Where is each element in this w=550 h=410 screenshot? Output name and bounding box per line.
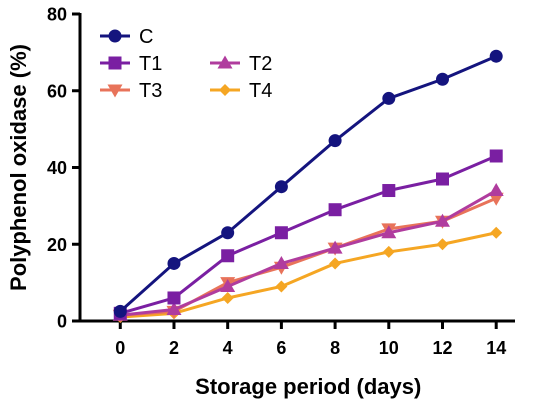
data-point bbox=[489, 49, 503, 63]
x-tick-label: 12 bbox=[432, 338, 452, 358]
data-point bbox=[328, 134, 342, 148]
x-tick-label: 10 bbox=[379, 338, 399, 358]
series-layer bbox=[112, 49, 504, 324]
x-tick-label: 0 bbox=[115, 338, 125, 358]
x-tick-label: 6 bbox=[276, 338, 286, 358]
data-point bbox=[220, 278, 236, 292]
data-point bbox=[382, 91, 396, 105]
x-ticks: 0 2 4 6 8 10 12 14 bbox=[115, 321, 506, 358]
data-point bbox=[166, 301, 182, 315]
legend-marker bbox=[219, 84, 231, 96]
y-axis-title: Polyphenol oxidase (%) bbox=[6, 44, 31, 291]
legend-label: C bbox=[139, 26, 153, 48]
series-c bbox=[113, 49, 503, 318]
data-point bbox=[274, 226, 288, 240]
y-ticks: 0 20 40 60 80 bbox=[47, 5, 80, 332]
legend-marker bbox=[108, 29, 122, 43]
legend-marker bbox=[107, 84, 123, 98]
data-point bbox=[327, 240, 343, 254]
legend: C T1 T2 T3 T4 bbox=[100, 26, 272, 102]
series-line bbox=[120, 231, 497, 319]
legend-item-t4: T4 bbox=[210, 80, 272, 102]
legend-label: T2 bbox=[249, 53, 272, 75]
legend-label: T4 bbox=[249, 80, 272, 102]
data-point bbox=[167, 256, 181, 270]
data-point bbox=[221, 249, 235, 263]
legend-item-c: C bbox=[100, 26, 153, 48]
data-point bbox=[435, 213, 450, 227]
data-point bbox=[113, 304, 127, 318]
series-t1 bbox=[113, 149, 503, 320]
data-point bbox=[489, 149, 503, 163]
x-tick-label: 2 bbox=[169, 338, 179, 358]
data-point bbox=[221, 291, 234, 304]
data-point bbox=[328, 203, 342, 217]
x-tick-label: 14 bbox=[486, 338, 506, 358]
data-point bbox=[436, 172, 449, 186]
data-point bbox=[488, 183, 504, 197]
series-line bbox=[120, 189, 497, 317]
y-tick-label: 0 bbox=[57, 312, 67, 332]
data-point bbox=[382, 184, 396, 198]
data-point bbox=[490, 226, 503, 239]
axes: 0 20 40 60 80 0 2 4 6 8 10 12 14 bbox=[47, 5, 515, 358]
legend-item-t2: T2 bbox=[210, 53, 272, 75]
data-point bbox=[273, 255, 289, 269]
data-point bbox=[275, 280, 288, 293]
data-point bbox=[167, 291, 181, 305]
legend-item-t3: T3 bbox=[100, 80, 162, 102]
data-point bbox=[381, 225, 397, 239]
y-tick-label: 40 bbox=[47, 158, 67, 178]
data-point bbox=[221, 226, 235, 240]
legend-item-t1: T1 bbox=[100, 53, 162, 75]
legend-marker bbox=[217, 55, 233, 69]
y-tick-label: 20 bbox=[47, 235, 67, 255]
legend-label: T1 bbox=[139, 53, 162, 75]
y-tick-label: 80 bbox=[47, 5, 67, 25]
legend-label: T3 bbox=[139, 80, 162, 102]
series-line bbox=[119, 54, 497, 313]
x-axis-title: Storage period (days) bbox=[195, 374, 421, 399]
x-tick-label: 8 bbox=[330, 338, 340, 358]
legend-marker bbox=[108, 56, 122, 70]
data-point bbox=[274, 180, 288, 194]
series-line bbox=[119, 154, 497, 315]
series-t2 bbox=[112, 183, 504, 321]
x-tick-label: 4 bbox=[223, 338, 233, 358]
data-point bbox=[436, 238, 449, 251]
data-point bbox=[436, 72, 449, 86]
data-point bbox=[382, 245, 395, 258]
data-point bbox=[329, 257, 342, 270]
y-tick-label: 60 bbox=[47, 81, 67, 101]
